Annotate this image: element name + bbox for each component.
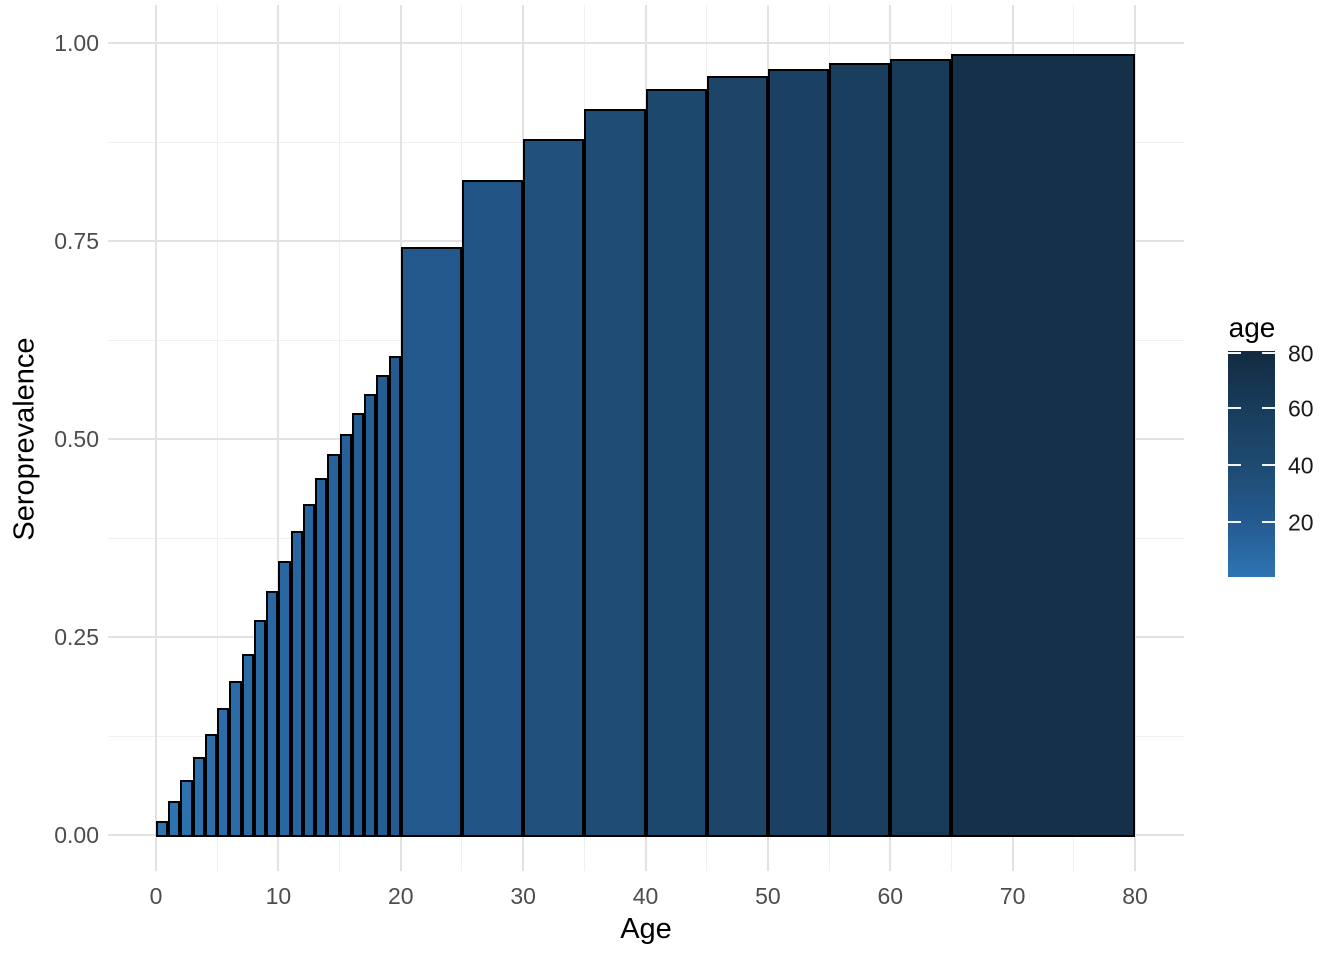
seroprevalence-bar	[168, 800, 181, 837]
seroprevalence-bar	[829, 63, 891, 837]
seroprevalence-bar	[302, 503, 316, 837]
seroprevalence-bar	[364, 393, 377, 837]
x-tick-label: 0	[149, 883, 163, 909]
seroprevalence-bar	[278, 560, 291, 837]
gridline-x-major	[155, 5, 157, 871]
seroprevalence-bar	[192, 757, 205, 837]
seroprevalence-bar	[204, 734, 218, 837]
x-tick-label: 40	[632, 883, 659, 909]
x-tick-label: 50	[755, 883, 781, 909]
seroprevalence-bar	[180, 780, 193, 837]
legend-tick-label: 60	[1288, 395, 1314, 422]
y-tick-label: 0.00	[54, 822, 99, 848]
seroprevalence-bar	[351, 413, 365, 837]
legend-colorbar-tick	[1228, 352, 1241, 354]
seroprevalence-bar	[376, 374, 389, 837]
legend-tick-label: 80	[1288, 340, 1314, 367]
legend-colorbar-tick	[1228, 406, 1241, 409]
legend-colorbar-tick	[1262, 352, 1275, 354]
legend-colorbar-tick	[1262, 520, 1275, 523]
seroprevalence-bar	[266, 590, 279, 837]
legend-colorbar-tick	[1262, 406, 1275, 409]
seroprevalence-bar	[229, 681, 242, 837]
seroprevalence-bar	[339, 434, 352, 837]
y-tick-label: 0.25	[54, 624, 99, 650]
seroprevalence-bar	[217, 708, 230, 837]
seroprevalence-bar	[890, 59, 952, 837]
seroprevalence-bar	[523, 138, 585, 837]
seroprevalence-bar	[388, 355, 401, 837]
x-tick-label: 80	[1122, 883, 1148, 909]
x-tick-label: 10	[265, 883, 292, 909]
y-tick-label: 1.00	[54, 30, 99, 56]
seroprevalence-bar	[253, 620, 267, 837]
seroprevalence-bar	[951, 53, 1135, 837]
gridline-x-major	[277, 5, 280, 871]
legend-colorbar-tick	[1228, 463, 1241, 466]
seroprevalence-bar	[156, 820, 169, 837]
seroprevalence-bar	[315, 478, 328, 837]
legend-colorbar-tick	[1228, 520, 1241, 523]
y-tick-label: 0.50	[54, 426, 99, 452]
seroprevalence-bar	[461, 179, 524, 837]
seroprevalence-bar	[706, 76, 768, 837]
seroprevalence-bar	[767, 68, 830, 837]
legend-tick-label: 20	[1288, 509, 1314, 536]
x-tick-label: 30	[510, 883, 536, 909]
x-tick-label: 60	[877, 883, 904, 909]
seroprevalence-bar	[584, 109, 646, 837]
gridline-x-major	[1134, 5, 1136, 871]
legend-title: age	[1228, 312, 1276, 343]
x-tick-label: 70	[999, 883, 1026, 909]
legend-tick-label: 40	[1288, 452, 1314, 479]
y-tick-label: 0.75	[54, 228, 99, 254]
x-tick-label: 20	[387, 883, 414, 909]
seroprevalence-bar	[327, 453, 340, 837]
legend-colorbar-tick	[1262, 463, 1275, 466]
seroprevalence-bar	[645, 88, 707, 837]
x-axis-title: Age	[620, 913, 672, 945]
seroprevalence-bar	[290, 531, 303, 837]
seroprevalence-bar	[241, 654, 254, 837]
seroprevalence-bar	[400, 247, 462, 837]
